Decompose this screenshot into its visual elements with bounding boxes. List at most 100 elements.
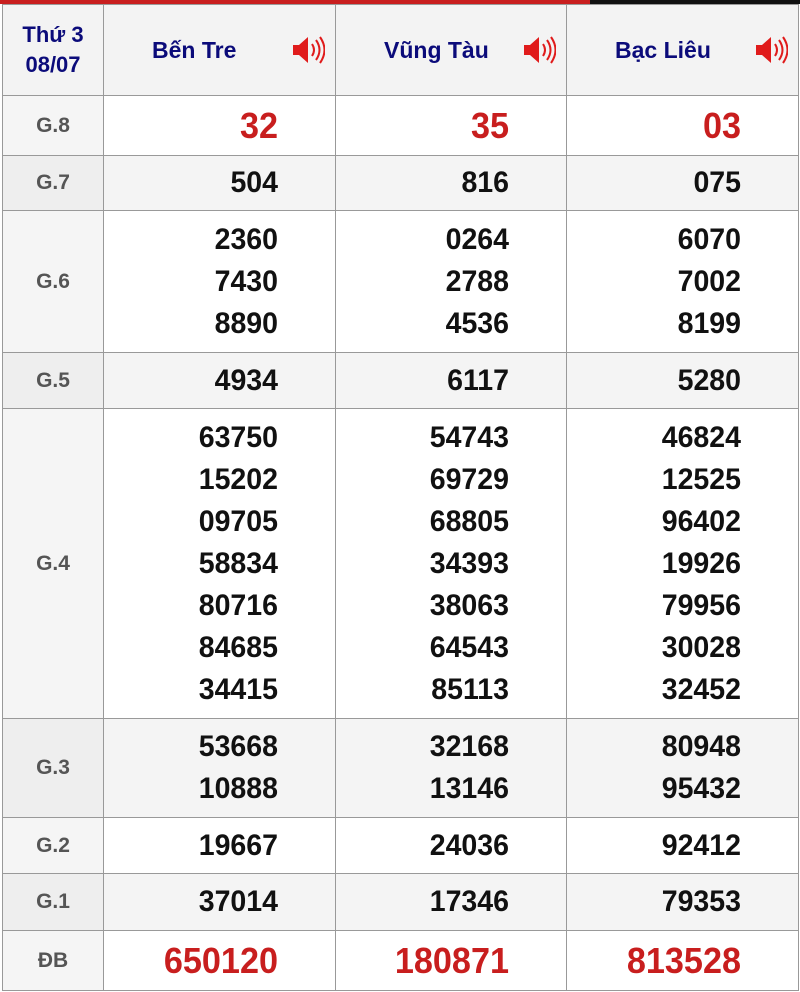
prize-number: 816 (461, 166, 509, 199)
prize-number: 03 (702, 104, 741, 146)
prize-row: G.4 63750 15202 09705 58834 80716 84685 34415 54… (2, 408, 799, 719)
prize-cell: 4934 (103, 352, 336, 409)
prize-number: 4934 (214, 363, 278, 397)
prize-label: G.1 (2, 873, 104, 931)
prize-number: 64543 (429, 630, 509, 664)
prize-number: 68805 (429, 504, 509, 538)
prize-number: 32168 (429, 730, 509, 763)
prize-number: 24036 (429, 828, 509, 862)
prize-number: 813528 (626, 939, 741, 981)
prize-number: 650120 (163, 939, 278, 981)
prize-number: 54743 (429, 420, 509, 454)
prize-number: 2788 (445, 264, 509, 298)
prize-number: 5280 (677, 363, 741, 397)
prize-cell: 19667 (103, 817, 336, 874)
prize-row: G.1 37014 17346 79353 (2, 873, 799, 931)
prize-number: 30028 (661, 630, 741, 664)
prize-number: 32452 (661, 672, 741, 706)
prize-label: G.8 (2, 95, 104, 156)
prize-number: 53668 (198, 730, 278, 763)
prize-number: 12525 (661, 462, 741, 496)
prize-cell: 504 (103, 155, 336, 211)
prize-number: 17346 (429, 885, 509, 918)
prize-label: G.2 (2, 817, 104, 874)
prize-number: 85113 (431, 672, 509, 706)
prize-number: 32 (239, 104, 278, 146)
prize-number: 19667 (198, 828, 278, 862)
prize-label: ĐB (2, 930, 104, 991)
prize-cell: 63750 15202 09705 58834 80716 84685 34415 (103, 408, 336, 719)
prize-number: 7430 (214, 264, 278, 298)
prize-number: 19926 (661, 546, 741, 580)
date-cell: Thứ 3 08/07 (2, 4, 104, 96)
province-header[interactable]: Bến Tre (103, 4, 336, 96)
prize-number: 4536 (445, 306, 509, 340)
prize-number: 075 (693, 166, 741, 199)
prize-number: 6070 (677, 222, 741, 256)
prize-cell: 650120 (103, 930, 336, 991)
prize-number: 80716 (198, 588, 278, 622)
prize-number: 38063 (429, 588, 509, 622)
lottery-results-table: Thứ 3 08/07 Bến Tre Vũng Tàu Bạc Liêu G.… (2, 4, 799, 991)
prize-number: 35 (470, 104, 509, 146)
prize-number: 37014 (198, 885, 278, 918)
prize-row: G.3 53668 10888 32168 13146 80948 95432 (2, 718, 799, 818)
prize-number: 34415 (198, 672, 278, 706)
prize-number: 10888 (198, 772, 278, 805)
prize-number: 69729 (429, 462, 509, 496)
prize-cell: 813528 (566, 930, 799, 991)
prize-row: G.7 504 816 075 (2, 155, 799, 211)
prize-cell: 5280 (566, 352, 799, 409)
prize-number: 8199 (677, 306, 741, 340)
prize-number: 46824 (661, 420, 741, 454)
province-name[interactable]: Bến Tre (152, 36, 237, 63)
prize-label: G.7 (2, 155, 104, 211)
prize-cell: 79353 (566, 873, 799, 931)
prize-cell: 075 (566, 155, 799, 211)
province-header[interactable]: Vũng Tàu (335, 4, 567, 96)
prize-number: 58834 (198, 546, 278, 580)
date-label: 08/07 (25, 52, 81, 77)
prize-number: 6117 (447, 363, 509, 397)
prize-label: G.3 (2, 718, 104, 818)
prize-cell: 80948 95432 (566, 718, 799, 818)
prize-number: 96402 (661, 504, 741, 538)
prize-label: G.5 (2, 352, 104, 409)
prize-number: 7002 (677, 264, 741, 298)
prize-row: G.8 32 35 03 (2, 95, 799, 156)
prize-row: G.2 19667 24036 92412 (2, 817, 799, 874)
province-header[interactable]: Bạc Liêu (566, 4, 799, 96)
prize-number: 95432 (661, 772, 741, 805)
prize-number: 92412 (661, 828, 741, 862)
prize-number: 84685 (198, 630, 278, 664)
prize-row: ĐB 650120 180871 813528 (2, 930, 799, 991)
prize-label: G.4 (2, 408, 104, 719)
speaker-icon[interactable] (291, 35, 325, 65)
prize-cell: 0264 2788 4536 (335, 210, 567, 353)
prize-number: 8890 (214, 306, 278, 340)
top-bar (0, 0, 800, 4)
speaker-icon[interactable] (754, 35, 788, 65)
speaker-icon[interactable] (522, 35, 556, 65)
prize-number: 180871 (394, 939, 509, 981)
prize-cell: 2360 7430 8890 (103, 210, 336, 353)
prize-number: 2360 (214, 222, 278, 256)
prize-cell: 03 (566, 95, 799, 156)
prize-cell: 53668 10888 (103, 718, 336, 818)
prize-number: 34393 (429, 546, 509, 580)
header-row: Thứ 3 08/07 Bến Tre Vũng Tàu Bạc Liêu (2, 4, 799, 96)
prize-number: 80948 (661, 730, 741, 763)
prize-cell: 54743 69729 68805 34393 38063 64543 85113 (335, 408, 567, 719)
prize-label: G.6 (2, 210, 104, 353)
prize-cell: 35 (335, 95, 567, 156)
prize-number: 13146 (429, 772, 509, 805)
province-name[interactable]: Vũng Tàu (384, 36, 489, 63)
prize-cell: 6117 (335, 352, 567, 409)
prize-number: 0264 (445, 222, 509, 256)
prize-number: 504 (230, 166, 278, 199)
province-name[interactable]: Bạc Liêu (615, 36, 711, 63)
prize-cell: 32 (103, 95, 336, 156)
prize-number: 15202 (198, 462, 278, 496)
prize-number: 79956 (661, 588, 741, 622)
prize-number: 79353 (661, 885, 741, 918)
